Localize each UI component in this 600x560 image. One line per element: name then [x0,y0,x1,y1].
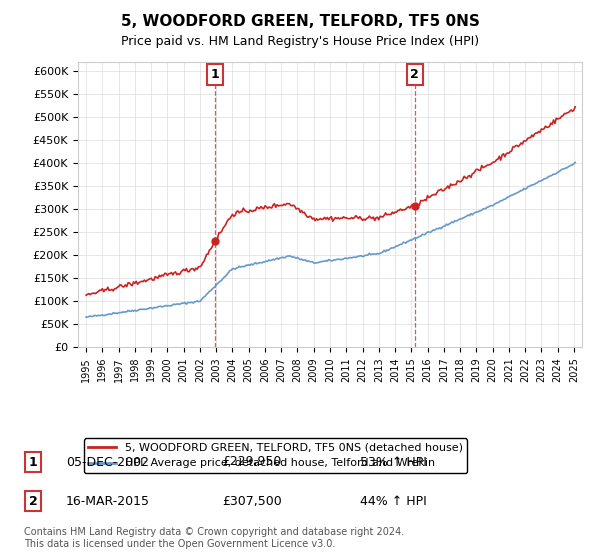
Text: 2: 2 [29,494,37,508]
Text: Contains HM Land Registry data © Crown copyright and database right 2024.
This d: Contains HM Land Registry data © Crown c… [24,527,404,549]
Text: £307,500: £307,500 [222,494,282,508]
Text: 5, WOODFORD GREEN, TELFORD, TF5 0NS: 5, WOODFORD GREEN, TELFORD, TF5 0NS [121,14,479,29]
Text: 05-DEC-2002: 05-DEC-2002 [66,455,149,469]
Text: 1: 1 [211,68,219,81]
Text: £229,950: £229,950 [222,455,281,469]
Text: Price paid vs. HM Land Registry's House Price Index (HPI): Price paid vs. HM Land Registry's House … [121,35,479,48]
Legend: 5, WOODFORD GREEN, TELFORD, TF5 0NS (detached house), HPI: Average price, detach: 5, WOODFORD GREEN, TELFORD, TF5 0NS (det… [83,438,467,473]
Text: 53% ↑ HPI: 53% ↑ HPI [360,455,427,469]
Text: 16-MAR-2015: 16-MAR-2015 [66,494,150,508]
Text: 2: 2 [410,68,419,81]
Text: 44% ↑ HPI: 44% ↑ HPI [360,494,427,508]
Text: 1: 1 [29,455,37,469]
